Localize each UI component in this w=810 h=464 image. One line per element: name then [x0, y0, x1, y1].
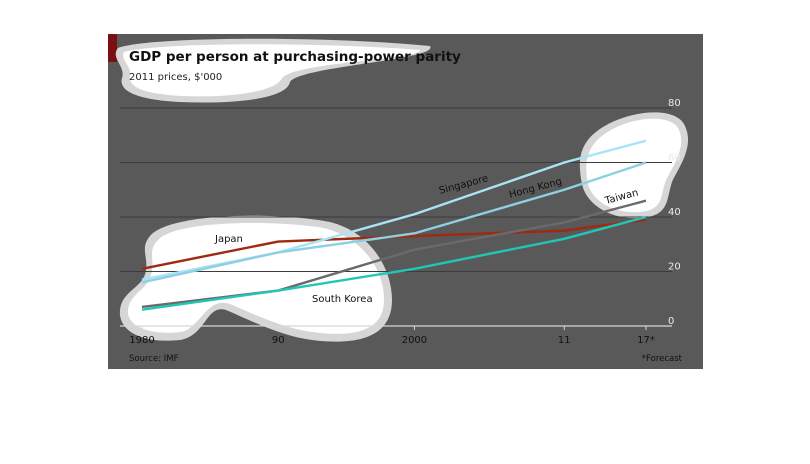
chart-subtitle: 2011 prices, $'000 — [129, 72, 222, 83]
highlight-title-inner — [123, 44, 420, 97]
y-tick-labels: 0 20 40 60 80 — [668, 98, 681, 327]
x-tick-label: 2000 — [402, 335, 427, 346]
series-label-japan: Japan — [214, 234, 243, 245]
source-note: Source: IMF — [129, 354, 179, 364]
forecast-footnote: *Forecast — [642, 354, 683, 364]
series-lines — [141, 139, 647, 311]
x-tick-label: 11 — [558, 335, 571, 346]
y-tick-label: 0 — [668, 316, 674, 327]
x-tick-label: 90 — [272, 335, 285, 346]
x-tick-labels: 1980 90 2000 11 17* — [129, 326, 655, 346]
series-line-hong-kong — [141, 161, 647, 284]
series-label-south-korea: South Korea — [312, 294, 373, 305]
x-tick-label: 17* — [637, 335, 655, 346]
x-tick-label: 1980 — [129, 335, 154, 346]
y-tick-label: 20 — [668, 262, 681, 273]
y-tick-label: 40 — [668, 207, 681, 218]
series-line-south-korea — [141, 215, 647, 311]
highlight-shapes — [115, 38, 689, 342]
y-tick-label: 60 — [668, 153, 681, 164]
chart-title: GDP per person at purchasing-power parit… — [129, 49, 461, 65]
gridlines — [120, 107, 672, 327]
series-line-japan — [141, 218, 647, 270]
accent-bar — [108, 34, 117, 62]
y-tick-label: 80 — [668, 98, 681, 109]
series-label-singapore: Singapore — [438, 173, 490, 197]
highlight-left-inner — [127, 223, 384, 334]
